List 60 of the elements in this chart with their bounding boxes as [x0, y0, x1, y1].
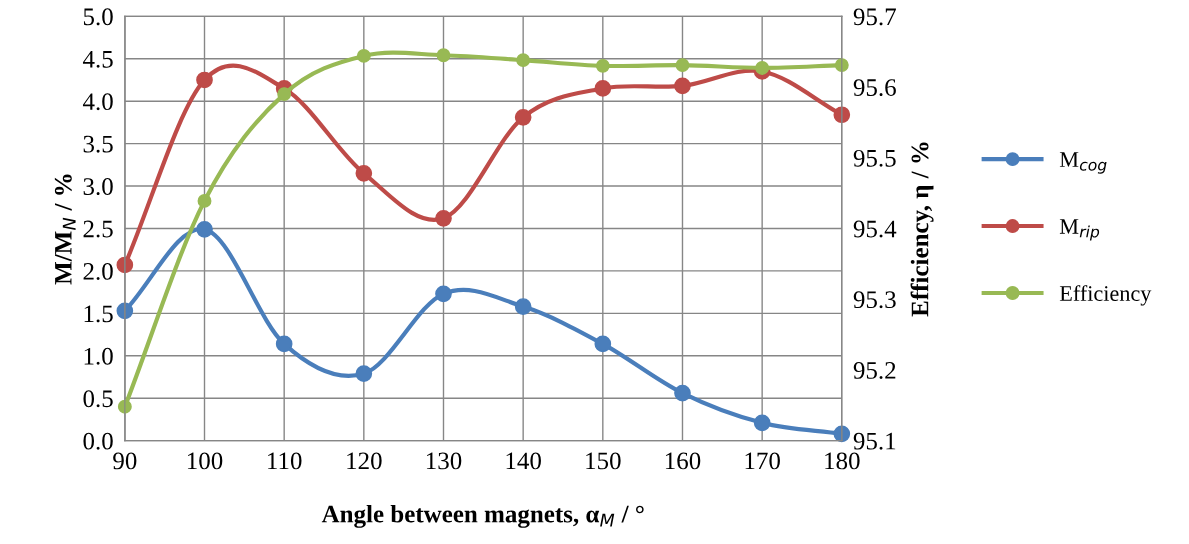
point: [594, 335, 612, 353]
point: [514, 298, 532, 315]
x-tick-label: 180: [825, 452, 860, 470]
point: [675, 58, 690, 73]
y-tick-label: 1.5: [84, 305, 113, 323]
legend-label: M$_{rip}$: [1059, 219, 1100, 241]
x-tick-label: 170: [745, 452, 780, 470]
point: [355, 164, 373, 182]
y2-tick-label: 95.5: [853, 149, 896, 167]
point: [594, 80, 612, 97]
point: [595, 58, 610, 73]
point: [755, 61, 770, 75]
x-tick-label: 160: [665, 452, 701, 470]
y-tick-label: 4.0: [82, 93, 113, 111]
point: [197, 193, 212, 208]
y-tick-label: 2.5: [83, 220, 113, 238]
x-tick-label: 140: [506, 452, 541, 470]
y2-axis-title: Efficiency, η / %: [910, 142, 934, 317]
x-tick-label: 120: [347, 452, 382, 470]
y2-tick-label: 95.3: [853, 291, 896, 309]
y-tick-label: 0.0: [83, 432, 113, 450]
point: [674, 384, 691, 402]
x-tick-label: 110: [268, 452, 302, 470]
y-axis-title: M/M$_{N}$ / %: [54, 174, 76, 285]
point: [435, 285, 452, 303]
point: [436, 48, 451, 63]
x-tick-label: 100: [187, 452, 223, 470]
x-tick-label: 130: [426, 452, 462, 470]
y-tick-label: 4.5: [82, 50, 113, 68]
y-tick-label: 3.0: [83, 178, 113, 196]
point: [277, 87, 292, 102]
x-tick-label: 150: [586, 452, 621, 470]
x-tick-label: 90: [113, 452, 137, 470]
point: [753, 414, 771, 432]
point: [355, 365, 373, 382]
point: [356, 48, 371, 63]
point: [833, 106, 851, 124]
point: [116, 256, 134, 274]
x-axis-title: Angle between magnets, α$_{M}$ / °: [321, 504, 644, 528]
y2-tick-label: 95.6: [853, 79, 896, 97]
point: [196, 71, 213, 89]
y2-tick-label: 95.1: [853, 432, 896, 450]
point: [514, 108, 532, 126]
y2-tick-label: 95.4: [853, 220, 897, 238]
y2-tick-label: 95.2: [853, 362, 896, 379]
point: [435, 209, 452, 227]
point: [674, 77, 691, 95]
y-tick-label: 2.0: [83, 262, 113, 280]
point: [516, 53, 531, 68]
point: [116, 302, 134, 320]
point: [834, 58, 849, 73]
point: [196, 220, 213, 238]
legend-label: M$_{cog}$: [1059, 152, 1107, 174]
y-tick-label: 5.0: [83, 8, 113, 26]
y-tick-label: 3.5: [83, 135, 113, 153]
y2-tick-label: 95.7: [853, 8, 896, 26]
y-tick-label: 0.5: [83, 390, 113, 408]
y-tick-label: 1.0: [84, 347, 113, 365]
legend-label: Efficiency: [1059, 285, 1152, 306]
point: [275, 335, 293, 353]
